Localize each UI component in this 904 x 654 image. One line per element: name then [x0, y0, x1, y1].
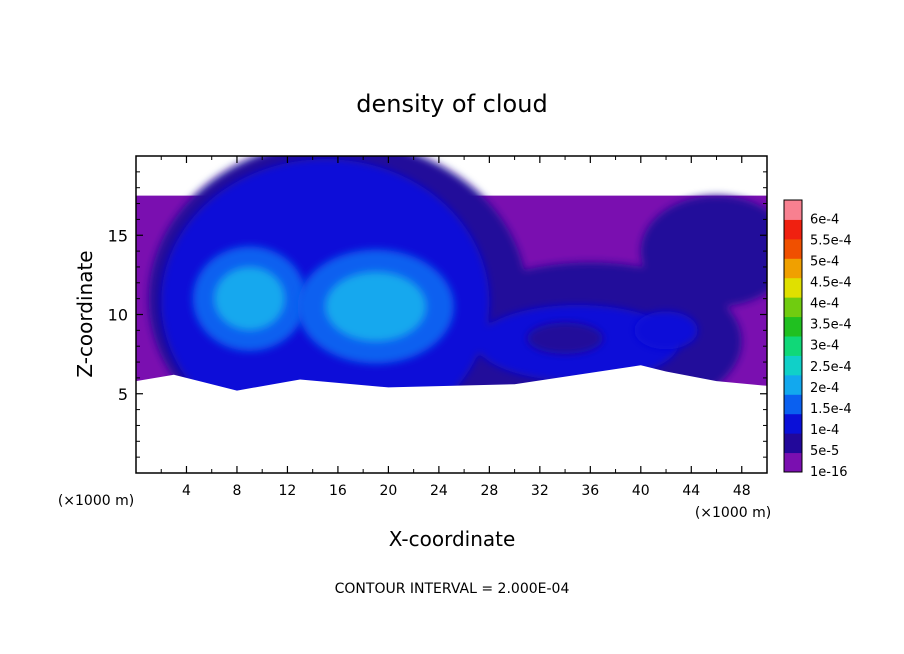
x-tick-label: 8 [232, 483, 241, 499]
chart-title: density of cloud [356, 90, 547, 118]
x-tick-label: 28 [480, 483, 498, 499]
cloud-cell [325, 271, 427, 342]
x-tick-label: 48 [733, 483, 751, 499]
colorbar-label: 5e-5 [810, 444, 839, 459]
density-field [136, 156, 767, 473]
cloud-cell [214, 266, 285, 331]
colorbar-label: 2.5e-4 [810, 360, 852, 375]
colorbar-label: 2e-4 [810, 381, 839, 396]
cloud-cell [634, 311, 698, 350]
y-tick-label: 15 [108, 226, 128, 245]
contour-interval-note: CONTOUR INTERVAL = 2.000E-04 [335, 581, 570, 597]
colorbar-swatch [784, 238, 802, 259]
colorbar-label: 3e-4 [810, 339, 839, 354]
colorbar-frame [783, 199, 803, 473]
cloud-cell [527, 322, 603, 355]
x-unit-label-right: (×1000 m) [695, 505, 771, 521]
y-tick-label: 5 [118, 385, 128, 404]
x-tick-label: 16 [329, 483, 347, 499]
y-tick-label: 10 [108, 306, 128, 325]
colorbar-swatch [784, 452, 802, 473]
colorbar-label: 1e-16 [810, 465, 848, 480]
colorbar-swatch [784, 355, 802, 376]
colorbar-label: 1e-4 [810, 423, 839, 438]
colorbar-label: 5e-4 [810, 255, 839, 270]
colorbar-swatch [784, 277, 802, 298]
colorbar-swatch [784, 374, 802, 395]
colorbar-swatch [784, 258, 802, 279]
x-tick-label: 4 [182, 483, 191, 499]
colorbar: 1e-16 5e-5 1e-4 1.5e-4 2e-4 2.5e-4 3e-4 3.5e-4 4… [783, 199, 852, 480]
plot-area [136, 156, 767, 473]
x-tick-label: 32 [531, 483, 549, 499]
colorbar-swatch [784, 219, 802, 240]
colorbar-swatch [784, 336, 802, 356]
colorbar-label: 6e-4 [810, 212, 839, 227]
x-tick-label: 20 [379, 483, 397, 499]
colorbar-label: 1.5e-4 [810, 402, 852, 417]
x-axis-ticks: 4 8 12 16 20 24 28 32 36 40 44 48 [160, 156, 751, 499]
x-tick-label: 44 [682, 483, 700, 499]
colorbar-swatch [784, 413, 802, 434]
colorbar-swatch [784, 394, 802, 415]
colorbar-label: 4e-4 [810, 297, 839, 312]
x-unit-label-left: (×1000 m) [58, 493, 134, 509]
x-axis-title: X-coordinate [389, 527, 516, 551]
colorbar-swatch [784, 433, 802, 454]
y-axis-ticks: 5 10 15 [108, 171, 767, 458]
cloud-free-region [136, 365, 767, 473]
x-tick-label: 24 [430, 483, 448, 499]
x-tick-label: 12 [279, 483, 297, 499]
x-tick-label: 40 [632, 483, 650, 499]
colorbar-swatch [784, 200, 802, 220]
colorbar-label: 4.5e-4 [810, 276, 852, 291]
colorbar-swatch [784, 316, 802, 337]
colorbar-swatch [784, 297, 802, 318]
colorbar-label: 3.5e-4 [810, 318, 852, 333]
colorbar-label: 5.5e-4 [810, 233, 852, 248]
y-axis-title: Z-coordinate [73, 250, 97, 377]
x-tick-label: 36 [581, 483, 599, 499]
